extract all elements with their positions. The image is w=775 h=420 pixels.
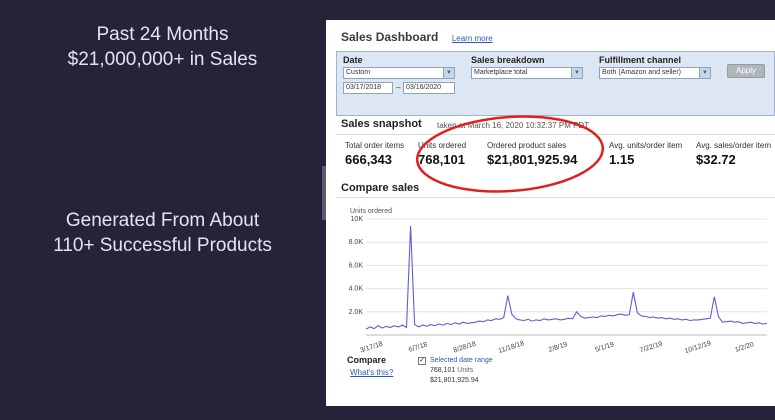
filter-panel: Date Custom ▼ 03/17/2018 – 03/16/2020 Sa… [336,51,775,116]
divider [336,134,775,135]
breakdown-label: Sales breakdown [471,55,545,65]
whats-this-link[interactable]: What's this? [350,368,394,377]
highlight-circle [415,115,605,193]
snapshot-title: Sales snapshot [341,118,422,130]
headline-period: Past 24 Months [96,24,229,45]
channel-value: Both (Amazon and seller) [602,69,681,76]
divider [336,197,775,198]
channel-label: Fulfillment channel [599,55,682,65]
metric-label: Units ordered [418,141,467,150]
metric-value: 768,101 [418,152,465,167]
x-tick-label: 3/17/18 [359,341,383,355]
channel-filter: Fulfillment channel [599,55,681,65]
metric-units-ordered: Units ordered 768,101 [418,141,466,167]
date-separator: – [396,83,401,92]
headline-block: Past 24 Months $21,000,000+ in Sales [0,22,325,72]
x-tick-label: 8/28/18 [453,341,477,355]
legend-units-value: 768,101 [430,367,456,374]
metric-value: $21,801,925.94 [487,152,578,167]
dashboard-header: Sales Dashboard Learn more [341,28,493,46]
chevron-down-icon: ▼ [443,68,454,78]
x-tick-label: 6/7/18 [408,341,429,354]
metric-value: $32.72 [696,152,736,167]
date-to-input[interactable]: 03/16/2020 [403,82,455,94]
date-label: Date [343,55,363,65]
legend-title: Compare [347,355,387,365]
metric-value: 666,343 [345,152,392,167]
date-range-value: Custom [346,69,371,76]
date-range-select[interactable]: Custom ▼ [343,67,455,79]
metric-avg-sales: Avg. sales/order item $32.72 [696,141,771,167]
x-tick-label: 7/22/19 [639,341,663,355]
y-tick-label: 6.0K [349,262,364,269]
snapshot-timestamp: taken at March 16, 2020 10:32:37 PM PDT [437,121,590,130]
y-tick-label: 2.0K [349,309,364,316]
y-axis-title: Units ordered [350,208,392,215]
legend-sales-value: $21,801,925.94 [430,377,479,384]
x-tick-label: 2/8/19 [548,341,569,354]
compare-title: Compare sales [341,182,420,194]
series-line-units-ordered [365,225,768,330]
y-tick-label: 8.0K [349,239,364,246]
metric-total-order-items: Total order items 666,343 [345,141,404,167]
subheadline-line1: Generated From About [65,210,260,231]
sales-dashboard-screenshot: Sales Dashboard Learn more Date Custom ▼… [326,20,775,406]
x-tick-label: 5/1/19 [594,341,615,354]
learn-more-link[interactable]: Learn more [451,34,493,43]
metric-label: Total order items [345,141,405,150]
date-from-input[interactable]: 03/17/2018 [343,82,393,94]
subheadline-line2: 110+ Successful Products [53,235,272,256]
apply-button[interactable]: Apply [727,64,765,78]
metric-avg-units: Avg. units/order item 1.15 [609,141,682,167]
screenshot-edge [322,166,326,220]
metric-label: Ordered product sales [487,141,567,150]
channel-select[interactable]: Both (Amazon and seller) ▼ [599,67,711,79]
y-tick-label: 10K [351,216,364,223]
metric-label: Avg. units/order item [609,141,683,150]
breakdown-value: Marketplace total [474,69,528,76]
legend-units-word: Units [457,367,474,374]
subheadline-block: Generated From About 110+ Successful Pro… [0,208,325,258]
breakdown-filter: Sales breakdown [471,55,545,65]
x-tick-label: 10/12/19 [684,340,712,355]
chevron-down-icon: ▼ [699,68,710,78]
headline-sales: $21,000,000+ in Sales [67,49,258,70]
y-tick-label: 4.0K [349,286,364,293]
metric-label: Avg. sales/order item [696,141,771,150]
chevron-down-icon: ▼ [571,68,582,78]
legend-units: 768,101 Units [430,367,473,374]
breakdown-select[interactable]: Marketplace total ▼ [471,67,583,79]
selected-range-checkbox[interactable]: ✓ [418,357,426,365]
dashboard-title: Sales Dashboard [341,30,439,44]
x-tick-label: 1/2/20 [734,341,755,354]
selected-range-label: Selected date range [430,357,493,364]
metric-ordered-product-sales: Ordered product sales $21,801,925.94 [487,141,577,167]
date-to-value: 03/16/2020 [406,84,442,91]
date-from-value: 03/17/2018 [346,84,382,91]
x-tick-label: 11/18/18 [498,340,526,355]
date-filter: Date [343,55,363,65]
metric-value: 1.15 [609,152,635,167]
